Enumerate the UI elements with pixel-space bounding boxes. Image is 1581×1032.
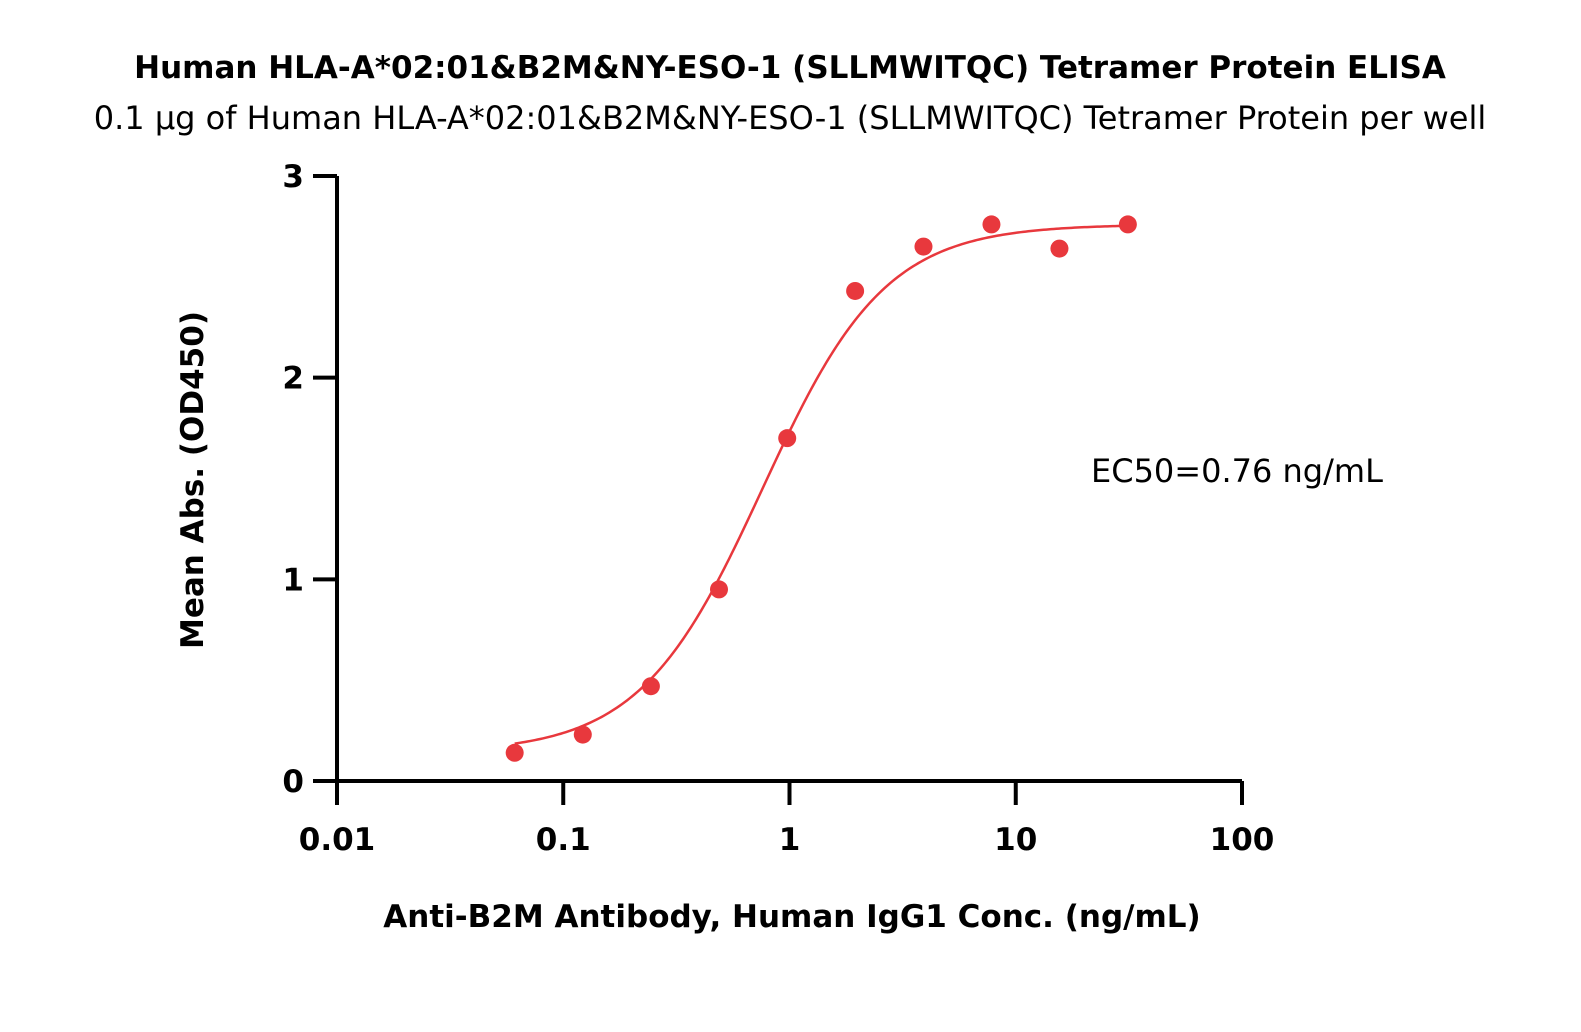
x-tick-label: 0.01 <box>299 822 376 858</box>
data-point <box>1050 239 1069 258</box>
fit-curve <box>514 224 1128 745</box>
data-point <box>914 237 933 256</box>
y-ticks: 0 1 2 3 <box>282 159 337 800</box>
ec50-annotation: EC50=0.76 ng/mL <box>1091 452 1383 490</box>
plot-area: 0 1 2 3 0.01 0.1 1 10 100 <box>282 159 1274 858</box>
x-tick-label: 1 <box>779 822 801 858</box>
y-tick-label: 1 <box>282 562 304 598</box>
data-point <box>505 743 524 762</box>
data-point <box>778 429 797 448</box>
x-tick-label: 10 <box>994 822 1037 858</box>
data-point <box>710 580 729 599</box>
data-point <box>573 725 592 744</box>
y-tick-label: 3 <box>282 159 304 195</box>
y-tick-label: 2 <box>282 361 304 397</box>
x-tick-label: 0.1 <box>536 822 591 858</box>
data-point <box>982 215 1001 234</box>
data-point <box>1118 215 1137 234</box>
x-ticks: 0.01 0.1 1 10 100 <box>299 781 1275 858</box>
data-point <box>846 281 865 300</box>
y-tick-label: 0 <box>282 764 304 800</box>
data-points <box>505 215 1137 762</box>
x-axis-label: Anti-B2M Antibody, Human IgG1 Conc. (ng/… <box>383 899 1200 935</box>
y-axis-label: Mean Abs. (OD450) <box>175 311 211 649</box>
chart-title: Human HLA-A*02:01&B2M&NY-ESO-1 (SLLMWITQ… <box>134 50 1446 86</box>
data-point <box>641 677 660 696</box>
x-tick-label: 100 <box>1210 822 1275 858</box>
chart-subtitle: 0.1 µg of Human HLA-A*02:01&B2M&NY-ESO-1… <box>94 99 1487 137</box>
